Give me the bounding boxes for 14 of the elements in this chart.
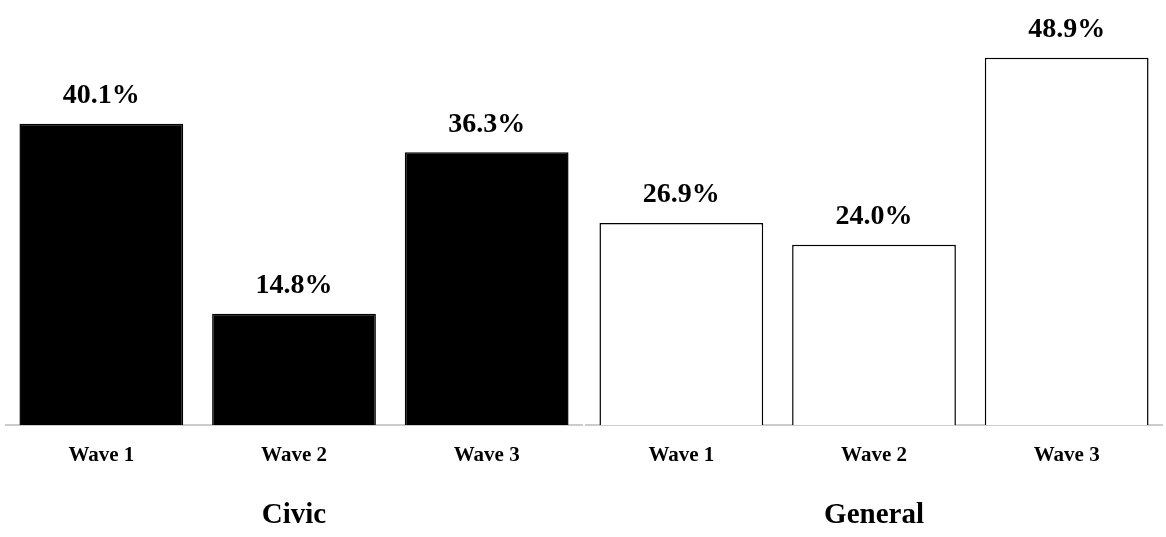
data-label: 48.9% (1028, 11, 1106, 43)
x-tick-label: Wave 2 (261, 442, 327, 467)
x-axis-title: Civic (261, 497, 327, 530)
x-axis-title: General (824, 497, 924, 530)
data-label: 36.3% (448, 106, 526, 138)
data-label: 24.0% (835, 198, 913, 230)
x-tick-label: Wave 3 (1033, 442, 1100, 467)
x-tick-label: Wave 3 (453, 442, 520, 467)
data-label: 14.8% (255, 268, 333, 300)
data-label: 40.1% (62, 78, 140, 110)
x-tick-label: Wave 1 (68, 442, 135, 467)
data-label: 26.9% (642, 177, 720, 209)
x-tick-label: Wave 2 (841, 442, 907, 467)
x-tick-label: Wave 1 (648, 442, 715, 467)
